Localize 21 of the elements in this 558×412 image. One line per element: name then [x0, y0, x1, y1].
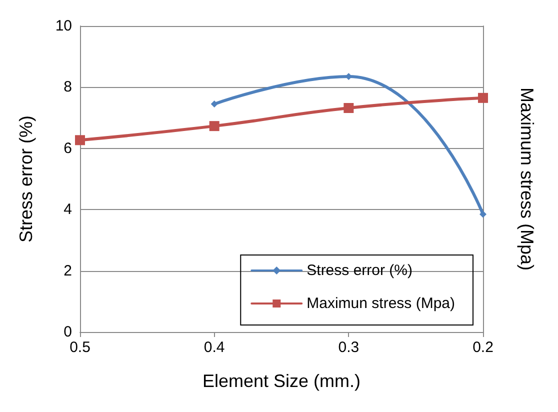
x-tick-label: 0.5: [70, 339, 90, 356]
point: [344, 103, 354, 114]
y-tick-label: 10: [55, 18, 72, 34]
point: [209, 121, 220, 132]
x-tick-label: 0.2: [472, 339, 494, 356]
y-tick-label: 2: [64, 262, 72, 280]
legend-label: Maximun stress (Mpa): [306, 295, 456, 312]
x-tick-label: 0.3: [338, 339, 360, 356]
y2-axis-title: Maximum stress (Mpa): [517, 87, 537, 271]
point: [210, 100, 218, 108]
y-tick-label: 6: [64, 140, 72, 157]
y-axis-title: Stress error (%): [16, 115, 36, 243]
y-tick-label: 0: [64, 324, 72, 340]
x-axis-title: Element Size (mm.): [202, 371, 361, 391]
y-tick-label: 8: [64, 78, 72, 96]
x-tick-label: 0.4: [204, 339, 225, 356]
point: [478, 92, 488, 103]
y-tick-label: 4: [64, 201, 72, 218]
point: [75, 135, 85, 146]
point: [480, 210, 486, 218]
legend-label: Stress error (%): [306, 262, 412, 279]
